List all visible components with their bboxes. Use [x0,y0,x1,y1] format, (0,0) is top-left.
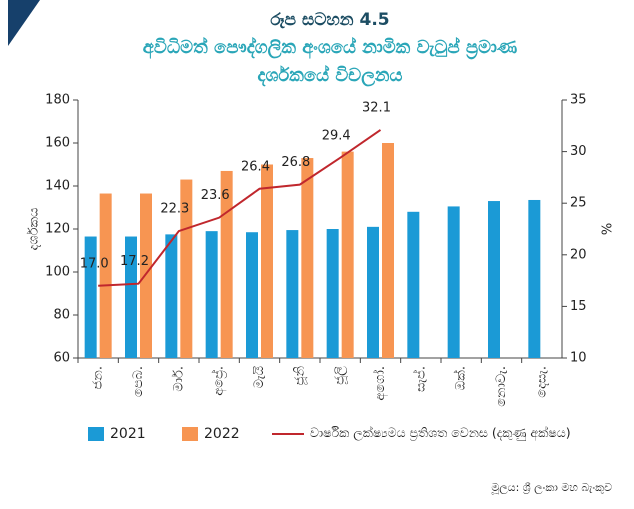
y-axis-label: දර්ශකය [26,208,42,251]
y-tick-label: 60 [53,351,70,366]
bar [528,199,541,358]
x-tick-label: ඔක්. [453,366,469,390]
bar [367,226,379,358]
data-label: 26.8 [281,155,310,170]
bar [341,151,354,358]
data-label: 22.3 [160,202,189,217]
data-label: 17.0 [80,256,109,271]
y-tick-label: 160 [45,136,70,151]
x-tick-label: ජූලි [333,366,348,385]
y-tick-label: 80 [53,308,70,323]
bar [447,206,460,358]
y-tick-label: 120 [45,222,70,237]
legend-swatch [182,427,198,441]
x-tick-label: සැප්. [412,366,428,392]
y-tick-label: 100 [45,265,70,280]
y2-tick-label: 20 [570,247,587,262]
y-tick-label: 140 [45,179,70,194]
bar [407,211,420,358]
x-tick-label: අප්‍රේ. [211,366,227,396]
bar [261,164,273,358]
x-tick-label: මැයි [252,366,267,389]
legend-swatch [88,427,104,441]
bar [99,193,112,358]
legend-line-label: වාර්ෂික ලක්ෂ්‍යමය ප්‍රතිශත වෙනස (දකුණු අ… [310,425,571,440]
x-tick-label: දෙසැ. [534,366,549,398]
legend-label: 2021 [110,426,146,442]
chart-subtitle: අවිධිමත් පෞද්ගලික අංශයේ නාමික වැටුප් ප්‍… [143,36,517,60]
y2-tick-label: 35 [570,93,587,108]
data-label: 32.1 [362,100,391,115]
bar [326,229,339,358]
x-tick-label: ජූනි [292,366,307,386]
bar [286,230,299,358]
bar [488,201,500,358]
corner-decoration [8,0,40,46]
bar [140,193,152,358]
chart-subtitle: දර්ශකයේ විචලනය [258,64,403,87]
bar [180,179,193,358]
bar [301,158,314,358]
y2-axis-label: % [601,223,616,235]
legend-label: 2022 [204,426,240,442]
x-tick-label: මාර්. [170,366,186,392]
y2-tick-label: 10 [570,351,587,366]
data-label: 26.4 [241,159,270,174]
y2-tick-label: 30 [570,144,587,159]
bar [220,170,233,358]
chart-title: රූප සටහන 4.5 [270,10,389,30]
bar [246,232,258,358]
y2-tick-label: 15 [570,299,587,314]
x-tick-label: ජන. [91,366,106,390]
data-label: 29.4 [322,128,351,143]
bar [165,234,178,358]
x-tick-label: පෙබ. [131,366,146,397]
x-tick-label: අගෝ. [372,366,388,401]
data-label: 17.2 [120,254,149,269]
data-label: 23.6 [201,188,230,203]
bar [125,236,137,358]
y-tick-label: 180 [45,93,70,108]
bar [84,236,97,358]
x-tick-label: නොවැ. [494,366,509,407]
bar [382,143,394,358]
bar [205,231,218,358]
line [98,129,382,287]
source: මූලය: ශ්‍රී ලංකා මහ බැංකුව [491,481,612,495]
y2-tick-label: 25 [570,196,587,211]
